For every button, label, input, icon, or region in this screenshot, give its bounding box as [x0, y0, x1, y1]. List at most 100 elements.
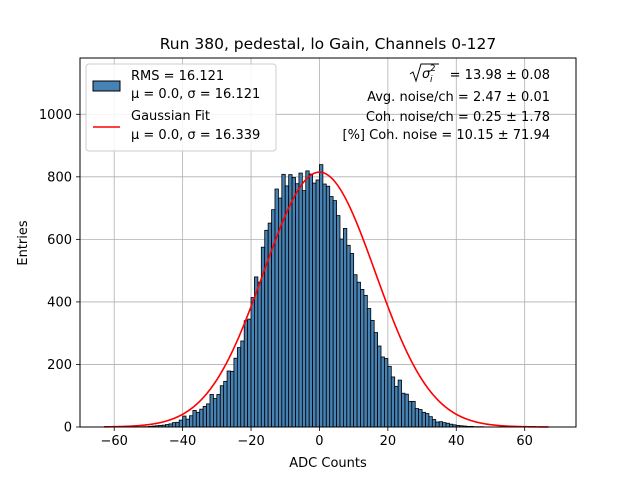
histogram-bar — [301, 190, 307, 428]
histogram-bar — [438, 421, 443, 428]
histogram-bar — [387, 365, 392, 428]
histogram-bar — [291, 177, 296, 428]
histogram-bar — [182, 415, 187, 428]
coh-noise-pct-text: [%] Coh. noise = 10.15 ± 71.94 — [343, 128, 551, 143]
histogram-bar — [175, 421, 180, 428]
histogram-bar — [254, 276, 259, 428]
histogram-bar — [195, 411, 201, 428]
y-axis-label: Entries — [16, 220, 31, 266]
histogram-bar — [315, 179, 320, 428]
histogram-bar — [349, 253, 355, 428]
histogram-bar — [178, 419, 184, 428]
legend-histogram-swatch — [92, 80, 121, 92]
histogram-bar — [332, 200, 337, 428]
histogram-bar — [250, 297, 255, 428]
histogram-bar — [329, 196, 334, 428]
histogram-bar — [308, 173, 314, 428]
x-axis-label: ADC Counts — [289, 456, 367, 471]
sigma-value-text: = 13.98 ± 0.08 — [450, 68, 550, 83]
y-tick-label: 1000 — [39, 108, 72, 123]
histogram-bar — [339, 238, 344, 428]
histogram-bar — [209, 394, 214, 428]
coh-noise-text: Coh. noise/ch = 0.25 ± 1.78 — [366, 110, 550, 125]
histogram-bar — [295, 183, 300, 428]
histogram-bar — [414, 408, 420, 428]
histogram-bar — [206, 403, 211, 428]
x-tick-label: 0 — [315, 434, 323, 449]
histogram-bar — [401, 392, 406, 428]
x-tick-label: 20 — [380, 434, 397, 449]
x-axis-ticks: −60 −40 −20 0 20 40 60 — [100, 427, 533, 449]
histogram-bar — [407, 400, 413, 428]
legend-histogram-label-2: μ = 0.0, σ = 16.121 — [131, 87, 260, 102]
y-tick-label: 200 — [47, 358, 72, 373]
histogram-bar — [411, 400, 416, 428]
histogram-bar — [421, 411, 426, 428]
noise-annotations: σ 2 i = 13.98 ± 0.08 Avg. noise/ch = 2.4… — [343, 63, 551, 143]
histogram-bar — [247, 318, 252, 428]
histogram-bar — [274, 188, 279, 428]
histogram-bar — [346, 244, 351, 428]
histogram-bar — [233, 357, 238, 428]
histogram-bar — [236, 347, 242, 428]
histogram-bar — [435, 421, 440, 428]
plot-frame — [79, 57, 577, 428]
histogram-bar — [418, 409, 423, 428]
legend-fit-label-2: μ = 0.0, σ = 16.339 — [131, 128, 260, 143]
histogram-bar — [397, 379, 402, 428]
svg-text:2: 2 — [430, 64, 436, 74]
histogram-bar — [342, 228, 348, 428]
histogram-bar — [404, 393, 409, 428]
histogram-bar — [445, 422, 450, 428]
histogram-bar — [319, 164, 324, 428]
histogram-bar — [384, 358, 389, 428]
avg-noise-text: Avg. noise/ch = 2.47 ± 0.01 — [367, 90, 550, 105]
y-tick-label: 800 — [47, 170, 72, 185]
histogram-bar — [390, 376, 396, 428]
legend-box — [85, 63, 277, 152]
histogram-bar — [223, 380, 228, 428]
legend-histogram-label-1: RMS = 16.121 — [131, 69, 224, 84]
histogram-bar — [230, 370, 235, 428]
histogram-bar — [298, 172, 303, 428]
histogram-bar — [243, 320, 249, 428]
histogram-bar — [199, 408, 204, 428]
histogram-bar — [219, 385, 225, 428]
y-axis-ticks: 0 200 400 600 800 1000 — [39, 108, 80, 436]
x-tick-label: 60 — [516, 434, 533, 449]
histogram-bar — [360, 289, 365, 428]
histogram-bar — [171, 422, 177, 428]
histogram-bar — [322, 183, 327, 428]
histogram-bar — [216, 394, 221, 428]
histogram-bar — [185, 418, 190, 428]
histogram-bar — [370, 319, 375, 428]
histogram-bar — [325, 185, 331, 428]
histogram-bar — [281, 173, 286, 428]
histogram-bar — [336, 215, 341, 428]
y-tick-label: 400 — [47, 295, 72, 310]
histogram-bar — [353, 274, 358, 428]
histogram-bar — [442, 422, 447, 428]
histogram-bar — [189, 415, 194, 428]
chart-title: Run 380, pedestal, lo Gain, Channels 0-1… — [160, 35, 497, 53]
histogram-bar — [284, 185, 290, 428]
histogram-bar — [373, 332, 379, 428]
x-tick-label: −60 — [100, 434, 127, 449]
histogram-bar — [431, 419, 437, 428]
histogram-bar — [428, 416, 433, 428]
legend-fit-label-1: Gaussian Fit — [131, 109, 210, 124]
histogram-bar — [394, 385, 399, 428]
histogram-bar — [366, 308, 372, 428]
histogram-bar — [202, 405, 207, 428]
histogram-bar — [257, 281, 262, 428]
gaussian-fit-curve — [103, 171, 549, 428]
histogram-bar — [356, 281, 361, 428]
x-tick-label: 40 — [448, 434, 465, 449]
histogram-bar — [377, 345, 382, 428]
svg-text:σ: σ — [422, 67, 431, 82]
histogram-bar — [425, 413, 430, 428]
x-tick-label: −20 — [237, 434, 264, 449]
histogram-bar — [226, 370, 231, 428]
histogram-bar — [192, 410, 197, 428]
